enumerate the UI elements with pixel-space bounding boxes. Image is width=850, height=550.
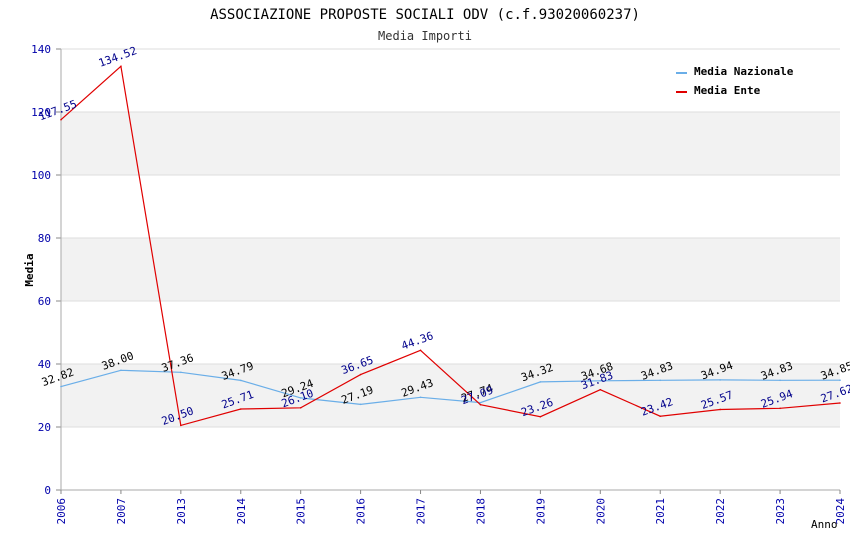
grid-band	[61, 238, 840, 301]
data-point-media-ente	[60, 118, 62, 121]
data-point-media-ente	[180, 424, 182, 427]
y-tick-label: 60	[38, 295, 51, 308]
x-tick-label: 2017	[415, 498, 428, 525]
x-tick-label: 2019	[534, 498, 547, 525]
x-tick-label: 2007	[115, 498, 128, 525]
series-line-media-ente	[60, 65, 841, 427]
x-tick-label: 2015	[295, 498, 308, 525]
legend: Media Nazionale Media Ente	[676, 65, 794, 97]
data-point-media-ente	[239, 408, 242, 410]
x-tick-label: 2024	[834, 498, 847, 525]
data-point-media-nazionale	[479, 401, 482, 404]
data-point-media-ente	[479, 403, 482, 406]
data-point-media-nazionale	[719, 379, 721, 381]
data-point-media-nazionale	[419, 396, 422, 399]
grid-band	[61, 364, 840, 427]
grid-band	[61, 112, 840, 175]
data-point-media-nazionale	[779, 379, 781, 382]
y-tick-label: 40	[38, 358, 51, 371]
axes	[56, 48, 841, 494]
x-tick-label: 2013	[175, 498, 188, 525]
x-tick-label: 2020	[594, 498, 607, 525]
data-point-media-nazionale	[120, 369, 122, 372]
data-point-media-ente	[419, 349, 422, 352]
data-label-media-ente: 44.36	[400, 329, 436, 353]
x-tick-label: 2022	[714, 498, 727, 525]
data-point-media-ente	[299, 406, 302, 409]
data-point-media-nazionale	[599, 379, 602, 382]
data-point-media-ente	[659, 415, 662, 418]
y-tick-label: 0	[44, 484, 51, 497]
legend-label-media-nazionale: Media Nazionale	[694, 65, 794, 78]
x-axis-label: Anno	[811, 518, 838, 531]
data-point-media-nazionale	[539, 381, 542, 383]
x-tick-label: 2014	[235, 498, 248, 525]
x-tick-labels: 2006 2007 2013 2014 2015 2016 2017 2018 2019 2020…	[55, 498, 847, 525]
data-point-media-nazionale	[60, 385, 62, 388]
y-tick-label: 100	[31, 169, 51, 182]
alternating-bands	[61, 112, 840, 427]
data-point-media-nazionale	[299, 397, 302, 399]
y-tick-labels: 0 20 40 60 80 100 120 140	[31, 43, 51, 497]
data-label-media-ente: 134.52	[97, 44, 139, 70]
chart-subtitle: Media Importi	[378, 29, 472, 43]
data-point-media-nazionale	[659, 379, 662, 382]
data-point-media-nazionale	[839, 379, 841, 382]
data-point-media-ente	[120, 65, 122, 68]
series-line-media-nazionale	[60, 369, 841, 406]
y-axis-label: Media	[23, 253, 36, 286]
data-point-media-ente	[779, 407, 781, 410]
x-tick-label: 2023	[774, 498, 787, 525]
y-tick-label: 20	[38, 421, 51, 434]
chart-title: ASSOCIAZIONE PROPOSTE SOCIALI ODV (c.f.9…	[210, 7, 640, 23]
legend-label-media-ente: Media Ente	[694, 84, 761, 97]
y-tick-label: 120	[31, 106, 51, 119]
data-point-media-nazionale	[180, 371, 182, 374]
data-point-media-ente	[359, 373, 362, 376]
data-point-media-ente	[599, 388, 602, 391]
data-point-media-ente	[719, 408, 721, 411]
data-point-media-ente	[539, 415, 542, 418]
y-tick-label: 140	[31, 43, 51, 56]
data-point-media-ente	[839, 402, 841, 404]
x-tick-label: 2006	[55, 498, 68, 525]
data-point-media-nazionale	[239, 379, 242, 382]
x-tick-label: 2018	[474, 498, 487, 525]
series-group	[60, 65, 841, 427]
data-point-media-nazionale	[359, 403, 362, 406]
y-tick-label: 80	[38, 232, 51, 245]
x-tick-label: 2021	[654, 498, 667, 525]
x-tick-label: 2016	[355, 498, 368, 525]
